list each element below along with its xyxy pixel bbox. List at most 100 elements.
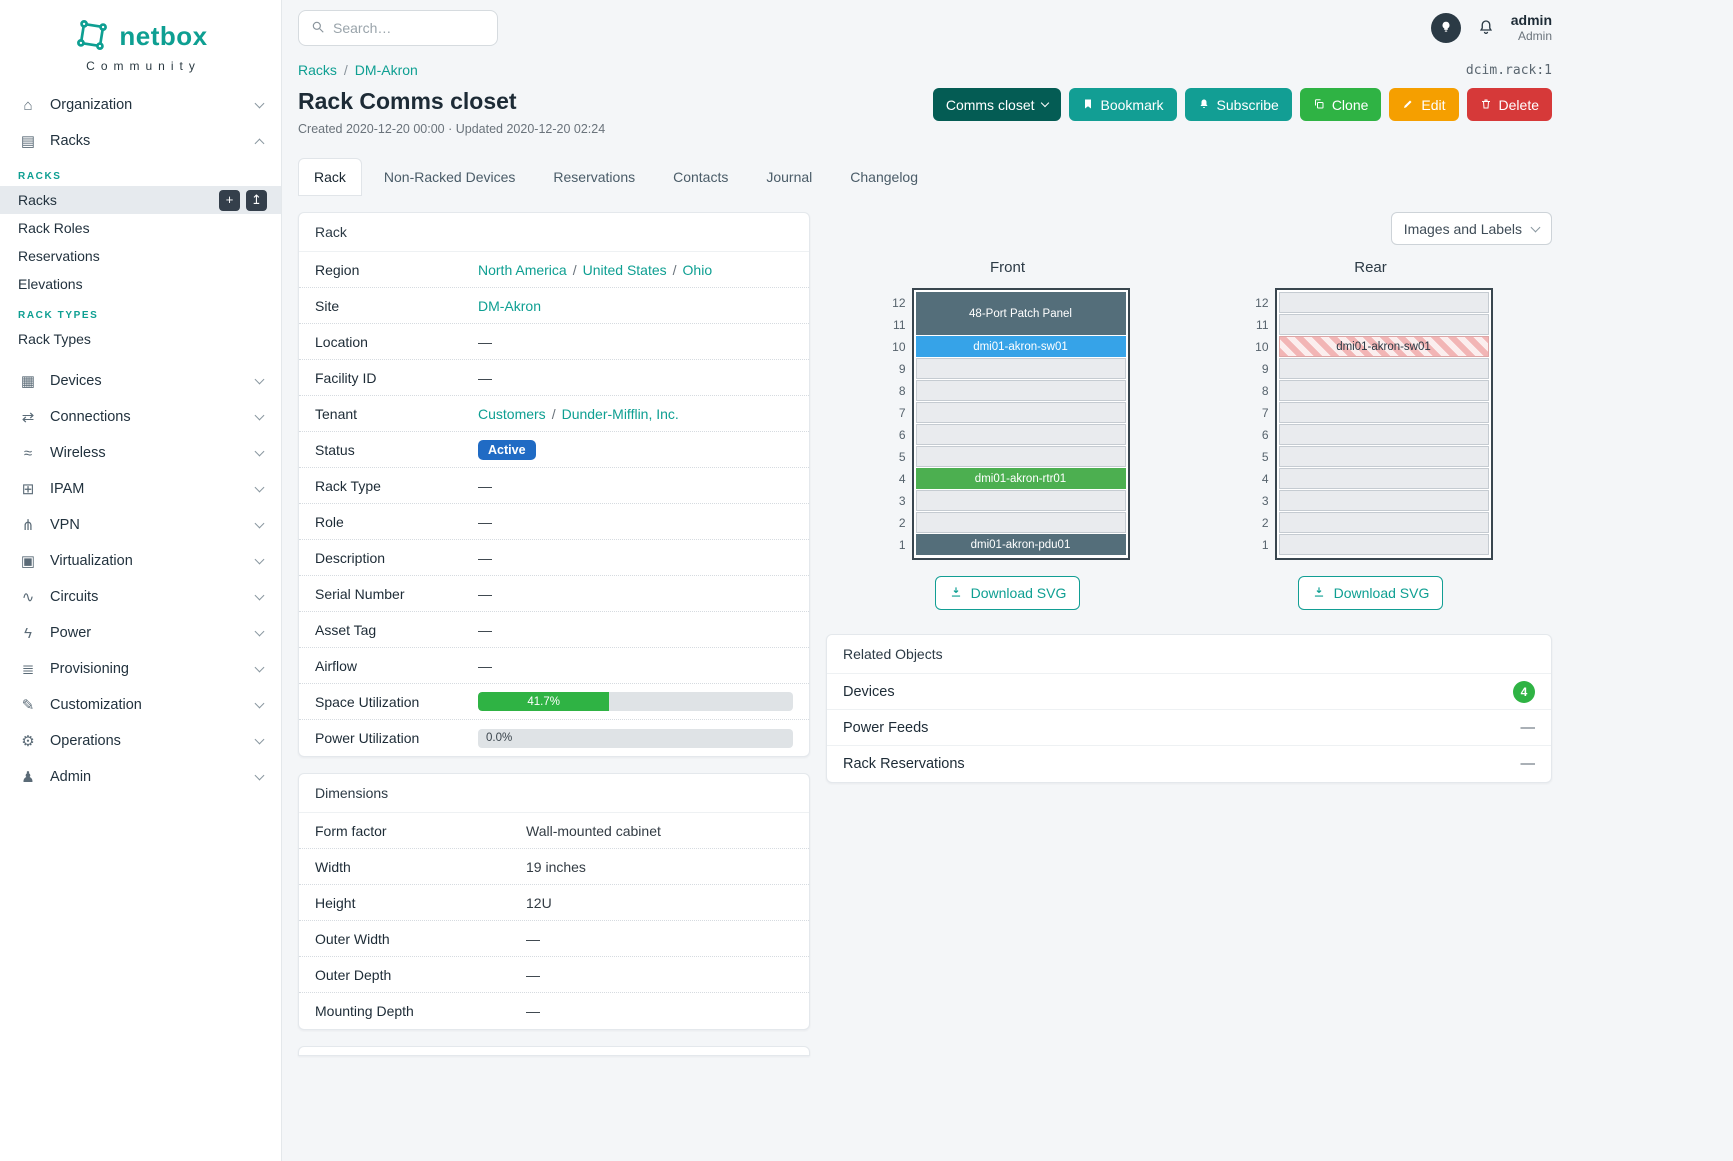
download-svg-front-button[interactable]: Download SVG [934,576,1081,610]
site-link[interactable]: DM-Akron [478,297,542,314]
vpn-icon: ⋔ [21,517,35,534]
import-racks-button[interactable]: ↥ [246,189,267,211]
related-row-rack-reservations[interactable]: Rack Reservations — [843,756,1535,772]
subnav-header-racks: RACKS [18,171,62,182]
sidebar-item-provisioning[interactable]: ≣ Provisioning [0,651,281,687]
space-utilization-bar: 41.7% [478,692,793,711]
context-label: Comms closet [945,96,1035,113]
sidebar-subitem-elevations[interactable]: Elevations [0,270,281,298]
rack-slot [1278,424,1489,445]
delete-button[interactable]: Delete [1466,88,1552,121]
sidebar-item-label: Virtualization [50,553,133,569]
brand-name: netbox [119,21,208,51]
brand-logo[interactable]: netbox Community [0,10,281,87]
region-link[interactable]: Ohio [682,261,713,278]
sidebar-item-connections[interactable]: ⇄ Connections [0,399,281,435]
chevron-down-icon [254,446,265,457]
notifications-button[interactable] [1477,18,1495,39]
clone-button[interactable]: Clone [1299,88,1382,121]
rack-slot [915,358,1126,379]
device-patch-panel[interactable]: 48-Port Patch Panel [915,292,1126,335]
region-link[interactable]: North America [478,261,567,278]
sidebar-item-vpn[interactable]: ⋔ VPN [0,507,281,543]
breadcrumb-link-site[interactable]: DM-Akron [354,62,418,78]
subnav-header-rack-types: RACK TYPES [18,310,99,321]
tenant-group-link[interactable]: Customers [478,405,546,422]
region-link[interactable]: United States [582,261,667,278]
front-title: Front [989,259,1025,276]
sidebar-subitem-rack-roles[interactable]: Rack Roles [0,214,281,242]
rack-slot [1278,468,1489,489]
left-column: Rack Region North America / United State… [298,212,810,1056]
context-dropdown-button[interactable]: Comms closet [932,88,1061,121]
tenant-link[interactable]: Dunder-Mifflin, Inc. [561,405,679,422]
sidebar-item-label: Circuits [50,589,99,605]
sidebar-item-customization[interactable]: ✎ Customization [0,687,281,723]
tab-non-racked-devices[interactable]: Non-Racked Devices [383,169,516,185]
device-sw01-rear[interactable]: dmi01-akron-sw01 [1278,336,1489,357]
chevron-down-icon [254,698,265,709]
user-name: admin [1510,12,1552,29]
device-rtr01[interactable]: dmi01-akron-rtr01 [915,468,1126,489]
breadcrumb: Racks / DM-Akron dcim.rack:1 [298,62,1552,78]
sidebar: netbox Community ⌂ Organization ▤ Racks … [0,0,282,1161]
chevron-down-icon [254,374,265,385]
sidebar-item-circuits[interactable]: ∿ Circuits [0,579,281,615]
sidebar-item-admin[interactable]: ♟ Admin [0,759,281,795]
device-sw01[interactable]: dmi01-akron-sw01 [915,336,1126,357]
provisioning-icon: ≣ [21,661,35,678]
add-rack-button[interactable]: + [219,189,240,211]
download-svg-rear-button[interactable]: Download SVG [1297,576,1444,610]
subscribe-button[interactable]: Subscribe [1184,88,1292,121]
sidebar-subitem-reservations[interactable]: Reservations [0,242,281,270]
search-icon [311,20,325,37]
sidebar-item-label: Organization [50,97,133,113]
status-badge: Active [478,439,536,460]
chevron-down-icon [1040,98,1049,108]
sidebar-item-power[interactable]: ϟ Power [0,615,281,651]
sidebar-item-operations[interactable]: ⚙ Operations [0,723,281,759]
theme-toggle-button[interactable] [1430,13,1461,43]
sidebar-item-virtualization[interactable]: ▣ Virtualization [0,543,281,579]
lightbulb-icon [1439,20,1453,37]
breadcrumb-link-racks[interactable]: Racks [298,62,337,78]
tab-rack[interactable]: Rack [298,158,362,196]
sidebar-subitem-racks[interactable]: Racks + ↥ [0,186,281,214]
trash-icon [1480,97,1492,113]
sidebar-item-wireless[interactable]: ≈ Wireless [0,435,281,471]
attr-row-height: Height 12U [299,885,809,921]
sidebar-item-label: Admin [50,769,92,785]
search-input[interactable] [333,20,485,36]
edit-button[interactable]: Edit [1389,88,1459,121]
related-row-devices[interactable]: Devices 4 [827,674,1551,710]
attr-row-power-utilization: Power Utilization 0.0% [299,720,809,756]
images-labels-select[interactable]: Images and Labels [1390,212,1552,245]
device-pdu01[interactable]: dmi01-akron-pdu01 [915,534,1126,555]
sidebar-item-racks[interactable]: ▤ Racks [0,123,281,159]
dimensions-panel: Dimensions Form factor Wall-mounted cabi… [298,773,810,1030]
sidebar-subitem-rack-types[interactable]: Rack Types [0,325,281,353]
download-icon [1312,585,1326,602]
sidebar-item-label: Connections [50,409,131,425]
bookmark-button[interactable]: Bookmark [1068,88,1177,121]
sidebar-item-ipam[interactable]: ⊞ IPAM [0,471,281,507]
attr-row-space-utilization: Space Utilization 41.7% [299,684,809,720]
tab-changelog[interactable]: Changelog [850,169,919,185]
rack-slot [1278,490,1489,511]
sidebar-item-organization[interactable]: ⌂ Organization [0,87,281,123]
tab-journal[interactable]: Journal [766,169,813,185]
rack-slot [915,424,1126,445]
tab-contacts[interactable]: Contacts [673,169,729,185]
rear-elevation: Rear 12 11 10 9 8 7 6 5 4 3 2 1 dmi01-akron-sw01 [1189,259,1552,610]
right-column: Images and Labels Front 12 11 10 9 8 7 6 5 4 3 2 1 [826,212,1552,799]
user-menu[interactable]: admin Admin [1511,12,1552,43]
chevron-down-icon [254,410,265,421]
rear-rack-frame: dmi01-akron-sw01 [1274,288,1493,560]
attr-row-asset-tag: Asset Tag — [299,612,809,648]
rack-slot [1278,292,1489,313]
tab-bar: Rack Non-Racked Devices Reservations Con… [298,158,1552,196]
tab-reservations[interactable]: Reservations [553,169,636,185]
sidebar-item-devices[interactable]: ▦ Devices [0,363,281,399]
rack-slot [1278,314,1489,335]
related-row-power-feeds[interactable]: Power Feeds — [827,710,1551,746]
